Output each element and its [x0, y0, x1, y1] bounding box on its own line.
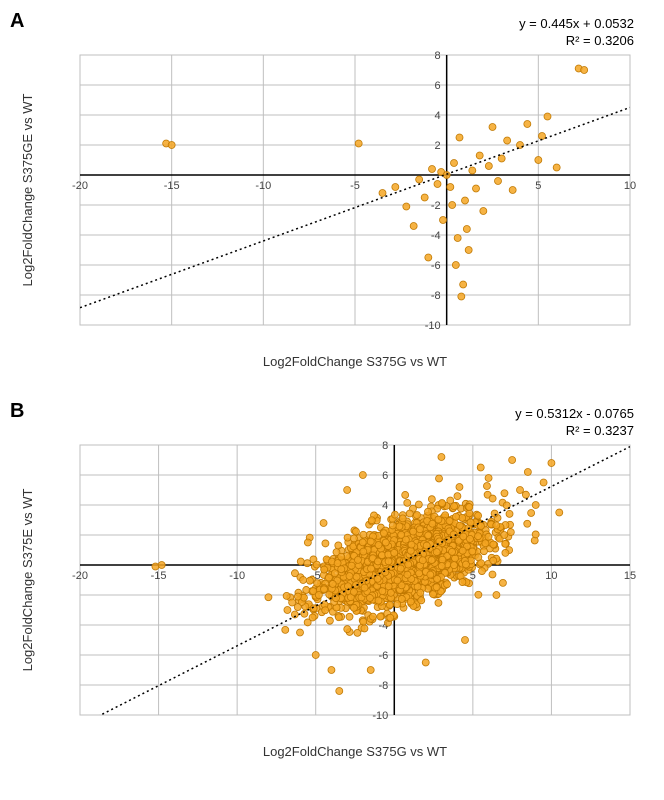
svg-text:6: 6 — [435, 80, 441, 92]
svg-text:10: 10 — [624, 180, 636, 192]
svg-text:15: 15 — [624, 570, 636, 582]
regression-equation-b: y = 0.5312x - 0.0765 — [515, 406, 634, 423]
svg-text:-8: -8 — [379, 680, 389, 692]
svg-text:4: 4 — [382, 500, 388, 512]
svg-text:-5: -5 — [350, 180, 360, 192]
svg-text:-15: -15 — [164, 180, 180, 192]
svg-text:-20: -20 — [72, 180, 88, 192]
regression-equation-a: y = 0.445x + 0.0532 — [519, 16, 634, 33]
equation-block-b: y = 0.5312x - 0.0765 R² = 0.3237 — [515, 406, 634, 440]
svg-text:10: 10 — [545, 570, 557, 582]
svg-text:6: 6 — [382, 470, 388, 482]
svg-text:-8: -8 — [431, 290, 441, 302]
r-squared-a: R² = 0.3206 — [519, 33, 634, 50]
svg-text:8: 8 — [435, 50, 441, 62]
svg-text:-15: -15 — [151, 570, 167, 582]
svg-text:-20: -20 — [72, 570, 88, 582]
r-squared-b: R² = 0.3237 — [515, 423, 634, 440]
scatter-plot-b: -20-15-10-551015-10-8-6-4-22468Log2FoldC… — [10, 400, 650, 770]
equation-block-a: y = 0.445x + 0.0532 R² = 0.3206 — [519, 16, 634, 50]
svg-text:-10: -10 — [255, 180, 271, 192]
svg-text:8: 8 — [382, 440, 388, 452]
svg-text:-10: -10 — [229, 570, 245, 582]
svg-text:4: 4 — [435, 110, 441, 122]
svg-text:Log2FoldChange S375G vs WT: Log2FoldChange S375G vs WT — [263, 744, 447, 759]
svg-text:5: 5 — [535, 180, 541, 192]
panel-label-a: A — [10, 10, 24, 33]
svg-text:-10: -10 — [372, 710, 388, 722]
svg-text:-6: -6 — [379, 650, 389, 662]
panel-b: B y = 0.5312x - 0.0765 R² = 0.3237 -20 -1… — [10, 400, 654, 770]
svg-text:-2: -2 — [431, 200, 441, 212]
svg-text:-4: -4 — [431, 230, 441, 242]
svg-text:Log2FoldChange S375GE vs WT: Log2FoldChange S375GE vs WT — [20, 93, 35, 286]
svg-text:2: 2 — [435, 140, 441, 152]
svg-text:Log2FoldChange S375G vs WT: Log2FoldChange S375G vs WT — [263, 354, 447, 369]
panel-label-b: B — [10, 400, 24, 423]
svg-text:-6: -6 — [431, 260, 441, 272]
svg-text:Log2FoldChange S375E vs WT: Log2FoldChange S375E vs WT — [20, 489, 35, 672]
panel-a: A y = 0.445x + 0.0532 R² = 0.3206 -20 -15… — [10, 10, 654, 380]
scatter-plot-a: -20 -15 -10 -5 5 10 -10 -8 -6 -4 -2 2 4 6 8 Log2FoldCha… — [10, 10, 650, 380]
svg-text:-10: -10 — [425, 320, 441, 332]
